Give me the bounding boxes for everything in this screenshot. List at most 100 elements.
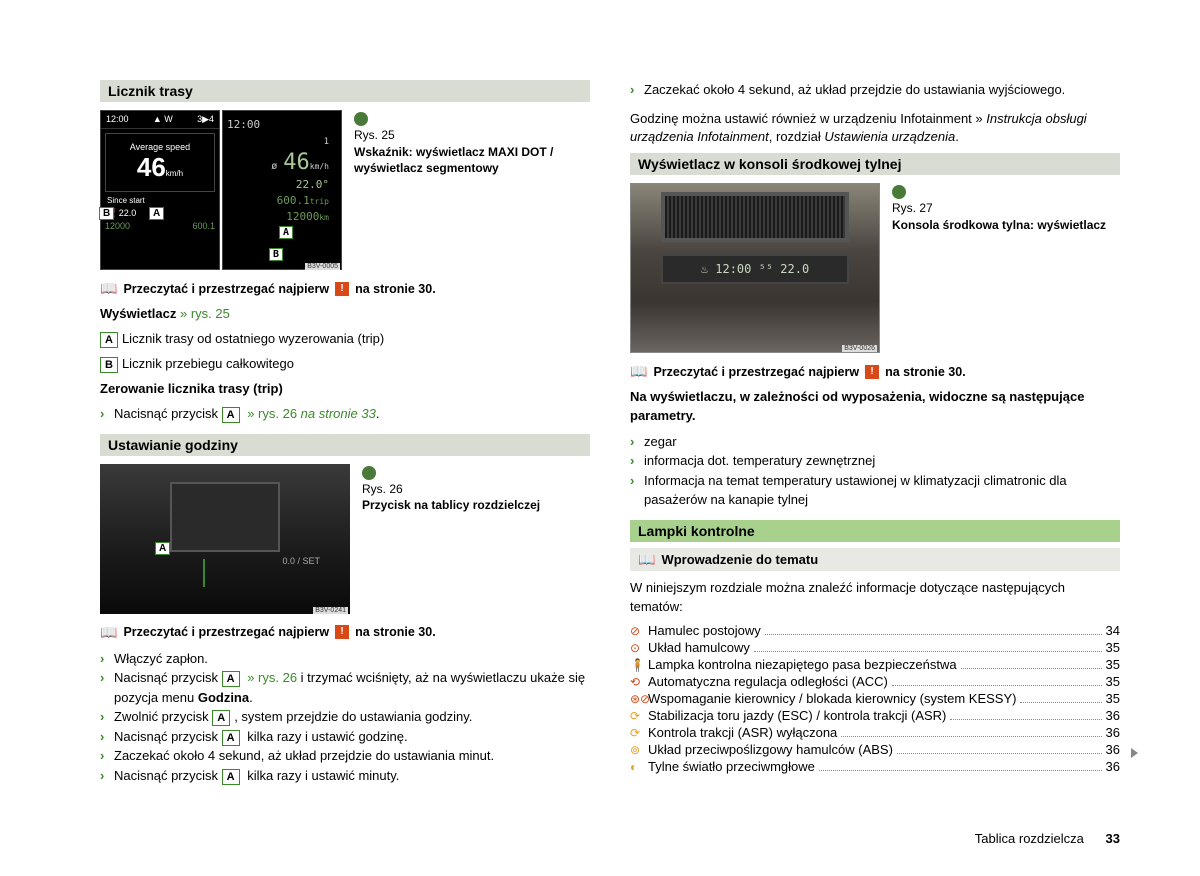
params-list: zegar informacja dot. temperatury zewnęt… [630, 432, 1120, 510]
warning-icon: ! [335, 625, 349, 639]
toc-item[interactable]: ◐Tylne światło przeciwmgłowe 36 [630, 759, 1120, 774]
page-footer: Tablica rozdzielcza 33 [975, 831, 1120, 846]
maxi-dot-display: 12:00 ▲ W 3▶4 Average speed 46km/h Since… [100, 110, 220, 270]
figure-25: 12:00 ▲ W 3▶4 Average speed 46km/h Since… [100, 110, 590, 270]
warning-lamp-icon: 🧍 [630, 658, 648, 672]
step-1: Włączyć zapłon. [100, 649, 590, 669]
toc-page: 36 [1106, 742, 1120, 757]
read-first-note-2: 📖 Przeczytać i przestrzegać najpierw ! n… [100, 624, 590, 641]
disp1-compass: ▲ W [153, 114, 173, 125]
toc-page: 34 [1106, 623, 1120, 638]
section-lampki-kontrolne: Lampki kontrolne [630, 520, 1120, 542]
toc-item[interactable]: ⊛⊘Wspomaganie kierownicy / blokada kiero… [630, 691, 1120, 706]
toc-label: Układ przeciwpoślizgowy hamulców (ABS) [648, 742, 893, 757]
image-code: B3V-0005 [305, 263, 340, 270]
toc-page: 35 [1106, 640, 1120, 655]
sub-wprowadzenie: 📖 Wprowadzenie do tematu [630, 548, 1120, 571]
image-code: B3V-0026 [842, 345, 877, 352]
toc-item[interactable]: ⊘Hamulec postojowy34 [630, 623, 1120, 638]
reset-title: Zerowanie licznika trasy (trip) [100, 380, 590, 399]
toc-page: 36 [1106, 708, 1120, 723]
segment-display: 12:00 1 ø46km/h 22.0° 600.1trip 12000km … [222, 110, 342, 270]
avg-speed-value: 46 [137, 152, 166, 182]
section-licznik-trasy: Licznik trasy [100, 80, 590, 102]
warning-lamp-icon: ⟳ [630, 726, 648, 740]
callout-B: B [99, 207, 114, 220]
toc-label: Wspomaganie kierownicy / blokada kierown… [648, 691, 1016, 706]
callout-A: A [149, 207, 164, 220]
brand-logo-icon [892, 185, 906, 199]
avg-speed-label: Average speed [108, 142, 212, 152]
params-title: Na wyświetlaczu, w zależności od wyposaż… [630, 388, 1120, 426]
toc-item[interactable]: ⟳Stabilizacja toru jazdy (ESC) / kontrol… [630, 708, 1120, 723]
dashboard-image: 0.0 / SET A B3V-0241 [100, 464, 350, 614]
toc-page: 35 [1106, 691, 1120, 706]
book-icon: 📖 [638, 551, 655, 568]
step-2: Nacisnąć przycisk A » rys. 26 i trzymać … [100, 668, 590, 707]
toc-page: 35 [1106, 674, 1120, 689]
brand-logo-icon [354, 112, 368, 126]
infotainment-note: Godzinę można ustawić również w urządzen… [630, 110, 1120, 148]
book-icon: 📖 [100, 624, 117, 641]
fig25-caption: Rys. 25 Wskaźnik: wyświetlacz MAXI DOT /… [354, 110, 590, 270]
toc-item[interactable]: ⊚Układ przeciwpoślizgowy hamulców (ABS) 3… [630, 742, 1120, 757]
warning-icon: ! [865, 365, 879, 379]
toc-label: Lampka kontrolna niezapiętego pasa bezpi… [648, 657, 957, 672]
right-column: Zaczekać około 4 sekund, aż układ przejd… [630, 80, 1120, 795]
toc-item[interactable]: ⟲Automatyczna regulacja odległości (ACC)… [630, 674, 1120, 689]
step-6: Nacisnąć przycisk A kilka razy i ustawić… [100, 766, 590, 786]
key-B: B [100, 357, 118, 373]
toc-label: Tylne światło przeciwmgłowe [648, 759, 815, 774]
item-a-line: ALicznik trasy od ostatniego wyzerowania… [100, 330, 590, 349]
left-column: Licznik trasy 12:00 ▲ W 3▶4 Average spee… [100, 80, 590, 795]
item-b-line: BLicznik przebiegu całkowitego [100, 355, 590, 374]
fig26-caption: Rys. 26 Przycisk na tablicy rozdzielczej [362, 464, 540, 614]
toc-item[interactable]: ⟳Kontrola trakcji (ASR) wyłączona 36 [630, 725, 1120, 740]
avg-speed-unit: km/h [166, 169, 183, 178]
console-image: ♨ 12:00 ⁵⁵ 22.0 B3V-0026 [630, 183, 880, 353]
toc-label: Układ hamulcowy [648, 640, 750, 655]
cont-step: Zaczekać około 4 sekund, aż układ przejd… [630, 80, 1120, 100]
read-first-note-3: 📖 Przeczytać i przestrzegać najpierw ! n… [630, 363, 1120, 380]
read-first-note-1: 📖 Przeczytać i przestrzegać najpierw ! n… [100, 280, 590, 297]
disp1-gear: 3▶4 [197, 114, 214, 125]
callout-B2: B [269, 248, 283, 261]
toc-label: Kontrola trakcji (ASR) wyłączona [648, 725, 837, 740]
toc-page: 36 [1106, 759, 1120, 774]
figure-26: 0.0 / SET A B3V-0241 Rys. 26 Przycisk na… [100, 464, 590, 614]
continue-icon [1131, 748, 1138, 758]
display-ref: Wyświetlacz » rys. 25 [100, 305, 590, 324]
book-icon: 📖 [100, 280, 117, 297]
callout-A2: A [279, 226, 293, 239]
step-4: Nacisnąć przycisk A kilka razy i ustawić… [100, 727, 590, 747]
figure-27: ♨ 12:00 ⁵⁵ 22.0 B3V-0026 Rys. 27 Konsola… [630, 183, 1120, 353]
section-wyswietlacz-konsola: Wyświetlacz w konsoli środkowej tylnej [630, 153, 1120, 175]
toc-label: Stabilizacja toru jazdy (ESC) / kontrola… [648, 708, 946, 723]
warning-icon: ! [335, 282, 349, 296]
warning-lamp-icon: ⊛⊘ [630, 692, 648, 706]
reset-step-1: Nacisnąć przycisk A » rys. 26 na stronie… [100, 404, 590, 424]
intro-text: W niniejszym rozdziale można znaleźć inf… [630, 579, 1120, 617]
since-start: Since start [101, 196, 219, 205]
toc-page: 36 [1106, 725, 1120, 740]
toc-list: ⊘Hamulec postojowy34⊙Układ hamulcowy35🧍L… [630, 623, 1120, 774]
page-columns: Licznik trasy 12:00 ▲ W 3▶4 Average spee… [100, 80, 1120, 795]
warning-lamp-icon: ⟲ [630, 675, 648, 689]
disp1-time: 12:00 [106, 114, 129, 125]
step-3: Zwolnić przycisk A, system przejdzie do … [100, 707, 590, 727]
toc-label: Automatyczna regulacja odległości (ACC) [648, 674, 888, 689]
warning-lamp-icon: ⟳ [630, 709, 648, 723]
warning-lamp-icon: ⊙ [630, 641, 648, 655]
image-code: B3V-0241 [313, 607, 348, 614]
param-1: zegar [630, 432, 1120, 452]
toc-item[interactable]: ⊙Układ hamulcowy 35 [630, 640, 1120, 655]
toc-item[interactable]: 🧍Lampka kontrolna niezapiętego pasa bezp… [630, 657, 1120, 672]
callout-A-fig26: A [155, 542, 170, 555]
warning-lamp-icon: ⊚ [630, 743, 648, 757]
warning-lamp-icon: ◐ [630, 760, 648, 774]
toc-label: Hamulec postojowy [648, 623, 761, 638]
param-2: informacja dot. temperatury zewnętrznej [630, 451, 1120, 471]
toc-page: 35 [1106, 657, 1120, 672]
book-icon: 📖 [630, 363, 647, 380]
key-A: A [100, 332, 118, 348]
